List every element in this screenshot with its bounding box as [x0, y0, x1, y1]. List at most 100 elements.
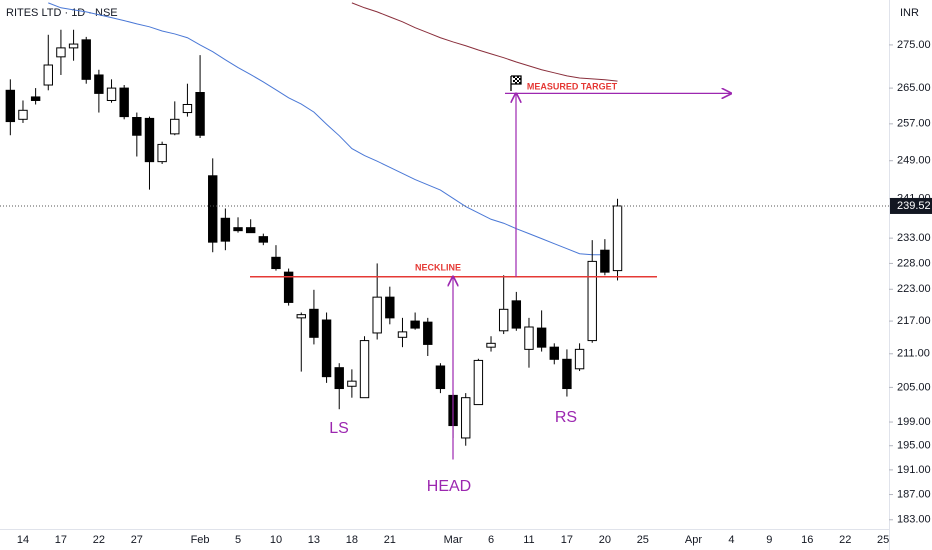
x-tick-label: 11	[523, 534, 534, 546]
x-tick-label: 22	[839, 534, 851, 546]
y-tick-label: 228.00	[897, 257, 931, 269]
candle-body	[271, 256, 281, 270]
candle-body	[574, 348, 585, 370]
x-tick-label: 9	[766, 534, 772, 546]
currency-label: INR	[900, 7, 919, 19]
candle-body	[245, 227, 256, 234]
candle-body	[562, 358, 572, 390]
neckline-label: NECKLINE	[415, 262, 461, 272]
x-tick-label: 18	[346, 534, 358, 546]
moving-average-line	[351, 2, 618, 82]
y-tick-label: 191.00	[897, 464, 931, 476]
candle-body	[372, 296, 382, 334]
x-tick-label: 14	[17, 534, 29, 546]
y-tick-label: 257.00	[897, 118, 931, 130]
candle-body	[18, 109, 28, 120]
candle-body	[208, 175, 218, 243]
x-tick-label: 22	[93, 534, 105, 546]
x-tick-label: 25	[637, 534, 649, 546]
candle-body	[170, 118, 180, 135]
rs-label: RS	[555, 409, 577, 426]
candle-body	[106, 87, 117, 101]
candle-body	[258, 236, 269, 243]
y-tick-label: 233.00	[897, 232, 931, 244]
candle-body	[359, 340, 370, 399]
candle-body	[283, 271, 294, 303]
y-tick-label: 195.00	[897, 440, 931, 452]
candle-body	[511, 300, 522, 329]
candle-body	[119, 87, 129, 118]
candle-body	[195, 92, 205, 136]
candle-body	[233, 227, 243, 232]
candle-body	[309, 308, 319, 338]
x-tick-label: 4	[728, 534, 734, 546]
candle-body	[157, 143, 167, 163]
candle-body	[486, 342, 496, 348]
x-tick-label: 25	[877, 534, 889, 546]
candle-body	[498, 308, 509, 332]
candle-body	[296, 314, 306, 319]
candle-body	[524, 326, 534, 350]
x-tick-label: 6	[488, 534, 494, 546]
y-tick-label: 183.00	[897, 514, 931, 526]
x-tick-label: 5	[235, 534, 241, 546]
candle-body	[600, 249, 610, 273]
candle-body	[132, 117, 142, 136]
head-label: HEAD	[427, 478, 471, 495]
last-price-label: 239.52	[897, 200, 931, 212]
candle-body	[321, 319, 332, 378]
candle-body	[68, 43, 79, 49]
chart-title: RITES LTD · 1D · NSE	[6, 7, 118, 19]
y-tick-label: 211.00	[897, 348, 930, 360]
candle-body	[220, 217, 231, 242]
candle-body	[56, 47, 66, 58]
y-tick-label: 275.00	[897, 39, 931, 51]
candle-body	[461, 397, 471, 439]
candle-body	[473, 359, 484, 406]
x-tick-label: Feb	[191, 534, 210, 546]
candle-body	[182, 103, 193, 114]
x-tick-label: 17	[55, 534, 67, 546]
y-tick-label: 249.00	[897, 155, 931, 167]
candle-body	[94, 74, 104, 94]
x-tick-label: 20	[599, 534, 611, 546]
y-tick-label: 265.00	[897, 82, 931, 94]
x-tick-label: 13	[308, 534, 320, 546]
x-tick-label: 10	[270, 534, 282, 546]
x-tick-label: 27	[131, 534, 143, 546]
candle-body	[423, 321, 433, 345]
x-tick-label: 16	[801, 534, 813, 546]
candle-body	[30, 96, 41, 101]
x-tick-label: 17	[561, 534, 573, 546]
target-label: MEASURED TARGET	[527, 81, 618, 91]
candle-body	[385, 296, 395, 319]
candle-body	[397, 331, 408, 338]
candle-body	[612, 205, 623, 272]
flag-pattern	[513, 76, 521, 84]
last-price-box	[890, 197, 932, 214]
y-tick-label: 187.00	[897, 488, 931, 500]
candle-body	[43, 64, 53, 86]
candle-body	[81, 39, 91, 80]
y-tick-label: 223.00	[897, 283, 931, 295]
candle-body	[5, 89, 16, 123]
x-tick-label: 21	[384, 534, 396, 546]
candle-body	[334, 367, 344, 390]
y-tick-label: 199.00	[897, 416, 931, 428]
candle-body	[587, 260, 597, 342]
ls-label: LS	[329, 420, 349, 437]
candle-body	[144, 117, 155, 163]
candle-body	[435, 365, 446, 390]
y-tick-label: 217.00	[897, 315, 931, 327]
candle-body	[410, 320, 420, 329]
x-tick-label: Apr	[685, 534, 702, 546]
moving-average-line	[48, 2, 605, 256]
y-tick-label: 205.00	[897, 381, 931, 393]
x-tick-label: Mar	[444, 534, 463, 546]
candle-body	[536, 327, 547, 348]
candle-body	[549, 346, 559, 360]
candle-body	[347, 380, 357, 387]
